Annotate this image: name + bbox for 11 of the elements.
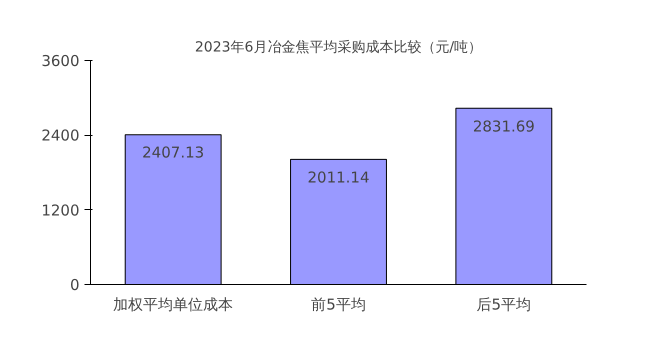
y-tick-label: 2400 — [41, 126, 80, 145]
x-tick-label: 前5平均 — [311, 296, 366, 314]
data-label: 2831.69 — [472, 117, 535, 136]
x-tick-label: 加权平均单位成本 — [113, 296, 234, 314]
y-tick-label: 3600 — [41, 52, 80, 70]
data-label: 2407.13 — [142, 144, 204, 162]
y-tick-label: 0 — [70, 276, 80, 294]
x-tick-label: 后5平均 — [476, 296, 532, 314]
chart-title: 2023年6月冶金焦平均采购成本比较（元/吨） — [194, 40, 482, 56]
y-tick-label: 1200 — [41, 201, 80, 220]
data-label: 2011.14 — [307, 168, 370, 186]
